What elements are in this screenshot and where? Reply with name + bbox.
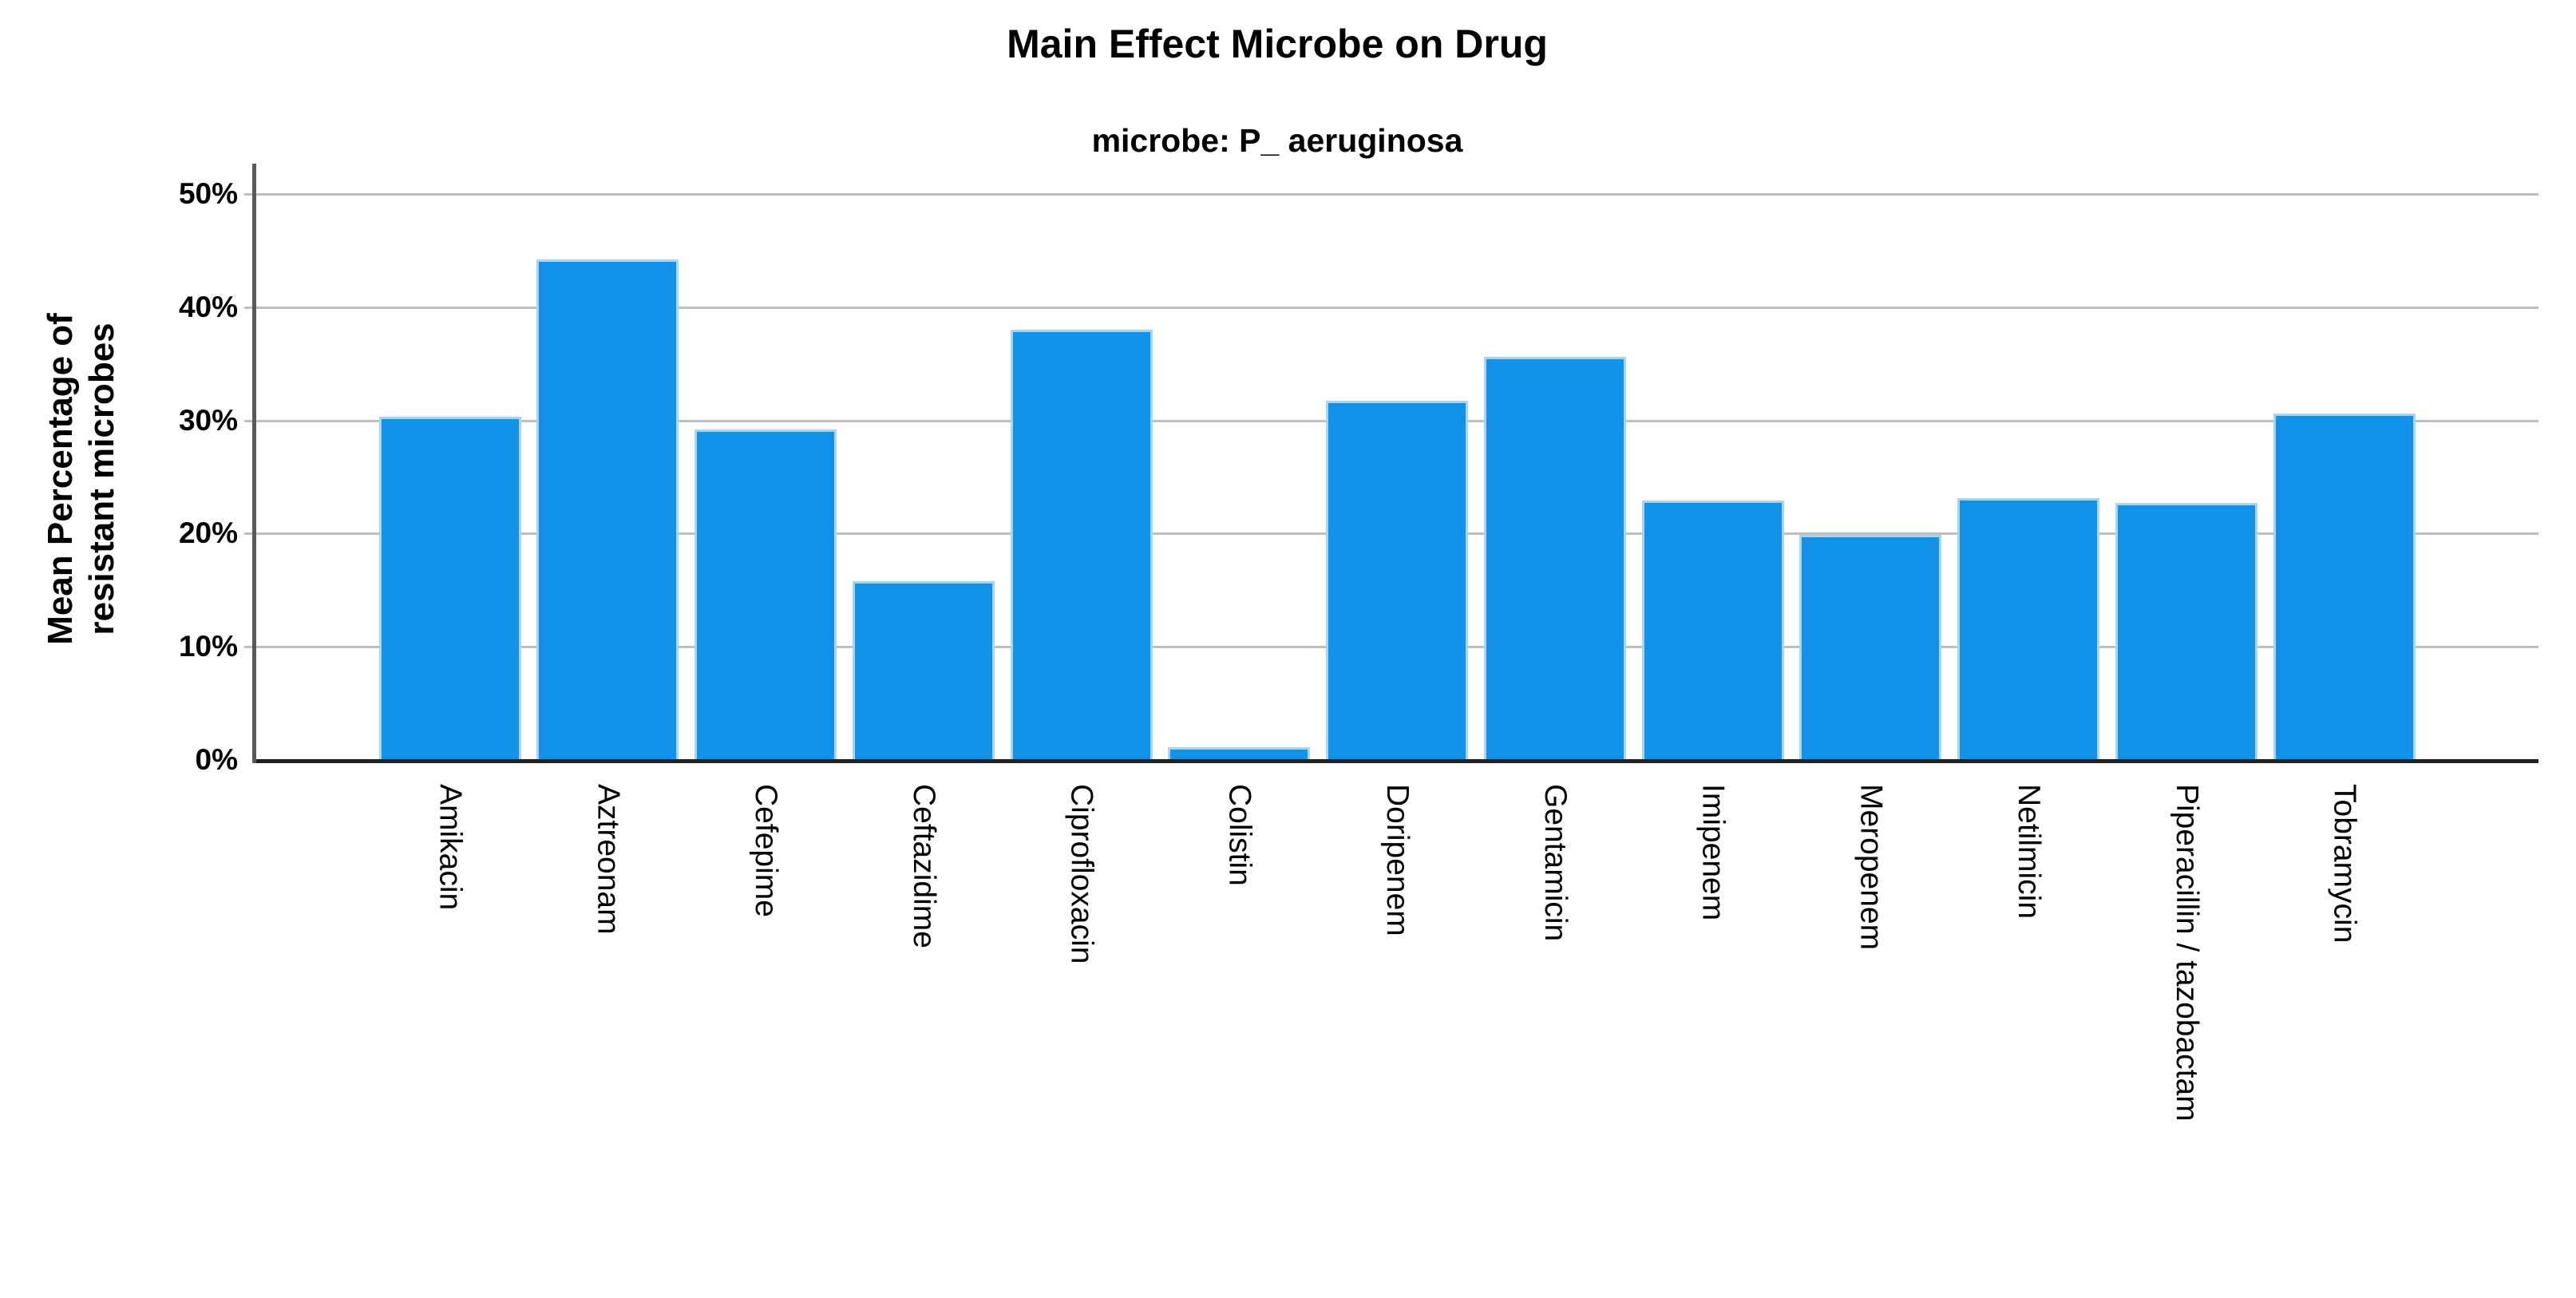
x-tick-label: Piperacillin / tazobactam <box>2169 784 2204 1122</box>
bar-meropenem <box>1799 534 1942 760</box>
bar-ceftazidime <box>852 580 995 760</box>
y-tick-label: 30% <box>178 403 238 437</box>
bar-piperacillin-tazobactam <box>2115 503 2257 760</box>
y-tick-label: 20% <box>178 516 238 550</box>
bar-doripenem <box>1326 401 1468 760</box>
x-tick-label: Netilmicin <box>2012 784 2046 920</box>
x-tick-label: Ciprofloxacin <box>1064 784 1099 964</box>
y-axis-line <box>252 164 256 763</box>
y-tick-label: 50% <box>178 177 238 210</box>
x-tick-label: Ceftazidime <box>906 784 941 948</box>
gridline-40% <box>244 306 2538 309</box>
x-tick-label: Imipenem <box>1696 784 1731 921</box>
y-tick-label: 40% <box>178 290 238 323</box>
bar-tobramycin <box>2273 414 2416 760</box>
bar-cefepime <box>694 429 837 760</box>
bar-aztreonam <box>536 259 679 760</box>
x-tick-label: Colistin <box>1222 784 1257 886</box>
x-tick-label: Tobramycin <box>2327 784 2362 944</box>
bar-amikacin <box>378 417 521 760</box>
x-tick-label: Gentamicin <box>1537 784 1573 942</box>
x-tick-label: Cefepime <box>749 784 783 917</box>
x-tick-label: Meropenem <box>1854 784 1889 951</box>
chart-subtitle: microbe: P_ aeruginosa <box>1091 122 1463 159</box>
x-axis-line <box>252 759 2538 763</box>
y-tick-label: 0% <box>195 743 238 776</box>
chart-title: Main Effect Microbe on Drug <box>1007 22 1548 66</box>
y-axis-title: Mean Percentage of resistant microbes <box>41 313 121 645</box>
x-tick-label: Amikacin <box>433 784 468 911</box>
bar-ciprofloxacin <box>1010 330 1153 760</box>
bar-colistin <box>1168 747 1311 760</box>
bar-netilmicin <box>1957 498 2099 760</box>
bar-imipenem <box>1641 501 1784 760</box>
x-tick-label: Doripenem <box>1380 784 1415 936</box>
gridline-50% <box>244 193 2538 196</box>
x-tick-label: Aztreonam <box>591 784 626 935</box>
y-tick-label: 10% <box>178 630 238 663</box>
bar-gentamicin <box>1483 357 1626 760</box>
